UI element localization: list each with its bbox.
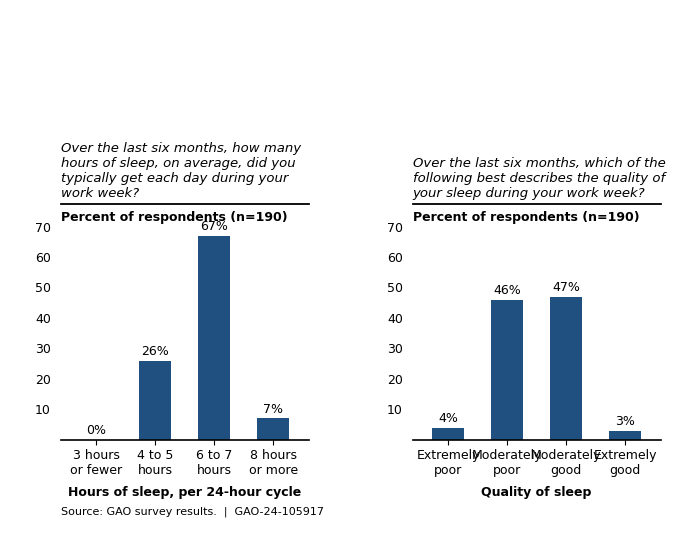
Bar xyxy=(198,236,231,440)
Text: Over the last six months, which of the
following best describes the quality of
y: Over the last six months, which of the f… xyxy=(412,157,665,200)
Text: 7%: 7% xyxy=(263,403,283,416)
Bar xyxy=(491,300,523,440)
X-axis label: Quality of sleep: Quality of sleep xyxy=(481,486,592,499)
Text: 4%: 4% xyxy=(438,412,458,425)
Bar xyxy=(257,418,289,440)
Text: Percent of respondents (n=190): Percent of respondents (n=190) xyxy=(412,211,639,224)
Text: Over the last six months, how many
hours of sleep, on average, did you
typically: Over the last six months, how many hours… xyxy=(61,142,301,200)
Text: 46%: 46% xyxy=(493,284,521,297)
Text: 26%: 26% xyxy=(142,345,169,358)
Text: 3%: 3% xyxy=(615,415,635,428)
Bar xyxy=(432,427,464,440)
Text: 47%: 47% xyxy=(552,281,580,294)
Bar xyxy=(550,296,582,440)
X-axis label: Hours of sleep, per 24-hour cycle: Hours of sleep, per 24-hour cycle xyxy=(68,486,301,499)
Text: 0%: 0% xyxy=(86,424,106,437)
Bar xyxy=(139,360,171,440)
Text: Percent of respondents (n=190): Percent of respondents (n=190) xyxy=(61,211,287,224)
Bar xyxy=(609,431,642,440)
Text: Source: GAO survey results.  |  GAO-24-105917: Source: GAO survey results. | GAO-24-105… xyxy=(61,506,324,517)
Text: 67%: 67% xyxy=(200,220,228,233)
